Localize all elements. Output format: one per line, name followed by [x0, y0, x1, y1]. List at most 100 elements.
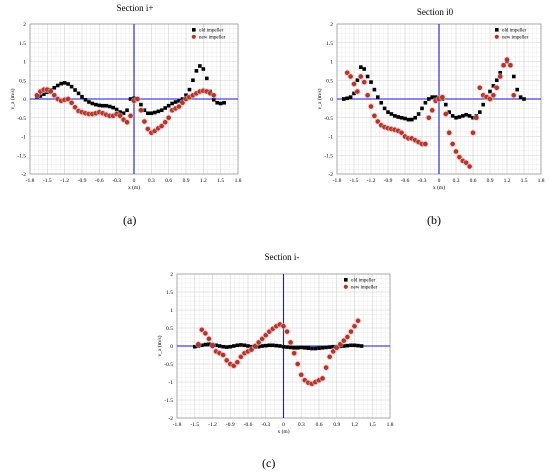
x-tick-label: -1.8: [333, 178, 342, 184]
data-point: [303, 346, 307, 350]
data-point: [211, 97, 216, 102]
data-point: [235, 343, 240, 348]
data-point: [440, 94, 445, 100]
data-point: [372, 113, 377, 119]
data-point: [55, 83, 60, 88]
data-point: [342, 97, 346, 101]
data-point: [263, 332, 269, 338]
legend-label: new impeller: [502, 36, 529, 41]
data-point: [149, 111, 154, 116]
x-tick-label: 0.6: [316, 422, 323, 428]
data-point: [281, 344, 286, 349]
y-tick-label: 2: [23, 22, 26, 28]
data-point: [159, 108, 164, 113]
data-point: [192, 344, 197, 349]
data-point: [263, 343, 268, 348]
x-tick-label: -1.8: [26, 178, 35, 184]
y-tick-label: -1: [21, 135, 26, 141]
data-point: [491, 84, 496, 88]
data-point: [228, 344, 233, 349]
y-axis-label: v_a (m/s): [316, 88, 323, 109]
data-point: [423, 141, 428, 147]
data-point: [205, 76, 209, 81]
data-point: [376, 95, 380, 99]
data-point: [429, 108, 435, 113]
series-old-impeller: [192, 342, 364, 351]
data-point: [180, 97, 185, 101]
y-tick-label: 1.5: [166, 290, 173, 296]
data-point: [166, 115, 171, 121]
data-point: [211, 93, 216, 98]
data-point: [327, 354, 332, 360]
data-point: [274, 343, 279, 348]
data-point: [138, 108, 144, 113]
data-point: [295, 361, 300, 367]
data-point: [518, 95, 523, 99]
legend-label: old impeller: [502, 29, 527, 34]
x-tick-label: 1.2: [351, 422, 358, 428]
x-tick-label: 0.6: [165, 178, 172, 184]
data-point: [121, 111, 126, 116]
data-point: [386, 110, 390, 114]
data-point: [249, 347, 254, 352]
legend-label: old impeller: [351, 279, 376, 284]
data-point: [107, 104, 112, 109]
chart-section-i0: Section i0 -1.8 -1.5 -1.2 -0.9 -0.6 -0.3 0 0.3 0.…: [316, 7, 545, 191]
data-point: [359, 65, 363, 69]
x-tick-label: -0.3: [112, 178, 121, 184]
data-point: [515, 87, 519, 92]
data-point: [114, 107, 119, 112]
x-tick-label: -1.5: [43, 178, 52, 184]
data-point: [453, 149, 459, 154]
data-point: [522, 97, 526, 101]
data-point: [331, 344, 335, 349]
data-point: [497, 74, 503, 79]
data-point: [38, 94, 43, 98]
data-point: [348, 95, 353, 99]
data-point: [348, 74, 353, 79]
data-point: [423, 100, 428, 105]
data-point: [494, 85, 500, 91]
x-tick-label: -1.5: [350, 178, 359, 184]
chart-title: Section i0: [417, 7, 454, 17]
x-tick-label: -1.2: [208, 422, 217, 428]
x-tick-label: 0.3: [148, 178, 155, 184]
data-point: [139, 102, 143, 107]
y-tick-label: -1: [168, 380, 173, 386]
data-point: [48, 89, 54, 94]
data-point: [511, 93, 517, 98]
data-point: [201, 67, 206, 71]
data-point: [310, 346, 314, 351]
x-tick-label: 1.2: [504, 178, 511, 184]
data-point: [379, 100, 383, 105]
data-point: [76, 91, 81, 96]
data-point: [292, 346, 296, 350]
data-point: [487, 96, 493, 102]
data-point: [457, 154, 462, 160]
data-point: [284, 329, 290, 334]
y-tick-label: 0: [330, 97, 333, 103]
data-point: [218, 101, 223, 106]
y-tick-label: 1.5: [326, 41, 333, 47]
data-point: [232, 344, 236, 348]
data-point: [396, 115, 400, 119]
data-point: [477, 85, 483, 91]
data-point: [324, 345, 328, 350]
data-point: [365, 93, 370, 98]
x-tick-label: 1.8: [387, 422, 394, 428]
data-point: [184, 93, 188, 98]
data-point: [491, 93, 496, 98]
data-point: [426, 115, 432, 121]
x-tick-label: -0.6: [95, 178, 104, 184]
x-tick-label: -1.5: [190, 422, 199, 428]
data-point: [288, 345, 293, 350]
data-point: [345, 96, 349, 101]
data-point: [450, 114, 455, 118]
x-tick-label: 0.9: [183, 178, 190, 184]
data-point: [427, 97, 431, 101]
x-axis-label: x (m): [277, 428, 289, 435]
data-point: [256, 340, 261, 345]
legend-label: old impeller: [199, 29, 224, 34]
data-point: [101, 103, 105, 108]
